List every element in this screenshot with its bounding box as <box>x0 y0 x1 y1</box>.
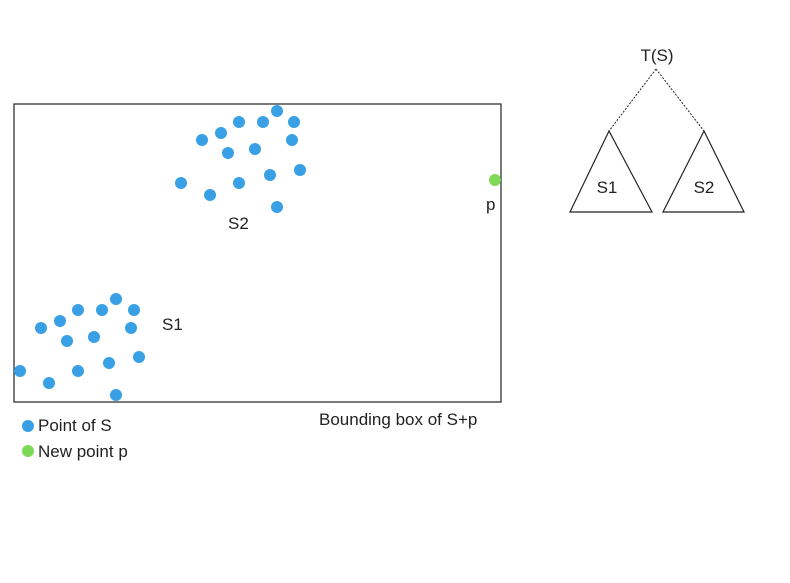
point-of-s <box>72 365 84 377</box>
point-of-s <box>125 322 137 334</box>
tree-ts: T(S) S1 S2 <box>569 46 745 213</box>
legend-new-point-swatch <box>22 445 34 457</box>
point-of-s <box>288 116 300 128</box>
tree-root-label: T(S) <box>640 46 673 65</box>
legend-point-of-s-swatch <box>22 420 34 432</box>
new-point-label: p <box>486 195 495 214</box>
point-of-s <box>196 134 208 146</box>
cluster-s2-points <box>175 105 306 213</box>
point-of-s <box>110 293 122 305</box>
point-of-s <box>222 147 234 159</box>
tree-subtree-s2 <box>662 129 745 213</box>
point-of-s <box>257 116 269 128</box>
point-of-s <box>61 335 73 347</box>
point-of-s <box>175 177 187 189</box>
cluster-s1-label: S1 <box>162 315 183 334</box>
point-of-s <box>294 164 306 176</box>
bounding-box-label: Bounding box of S+p <box>319 410 477 429</box>
point-of-s <box>249 143 261 155</box>
point-of-s <box>271 201 283 213</box>
point-of-s <box>14 365 26 377</box>
legend-new-point-label: New point p <box>38 442 128 461</box>
tree-edge-right <box>655 68 705 132</box>
new-point-p <box>489 174 501 186</box>
point-of-s <box>233 177 245 189</box>
point-of-s <box>271 105 283 117</box>
point-of-s <box>233 116 245 128</box>
bounding-box-rect <box>13 103 502 403</box>
point-of-s <box>35 322 47 334</box>
point-of-s <box>72 304 84 316</box>
point-of-s <box>204 189 216 201</box>
point-of-s <box>215 127 227 139</box>
point-of-s <box>128 304 140 316</box>
legend-point-of-s-label: Point of S <box>38 416 112 435</box>
tree-edge-left <box>608 68 657 132</box>
point-of-s <box>133 351 145 363</box>
point-of-s <box>96 304 108 316</box>
point-of-s <box>264 169 276 181</box>
tree-subtree-s1 <box>569 129 653 213</box>
cluster-s2-label: S2 <box>228 214 249 233</box>
point-of-s <box>54 315 66 327</box>
point-of-s <box>88 331 100 343</box>
cluster-s1-points <box>14 293 145 401</box>
legend: Point of S New point p <box>22 416 128 461</box>
point-of-s <box>43 377 55 389</box>
point-of-s <box>286 134 298 146</box>
point-of-s <box>110 389 122 401</box>
tree-right-label: S2 <box>694 178 715 197</box>
point-of-s <box>103 357 115 369</box>
tree-left-label: S1 <box>597 178 618 197</box>
